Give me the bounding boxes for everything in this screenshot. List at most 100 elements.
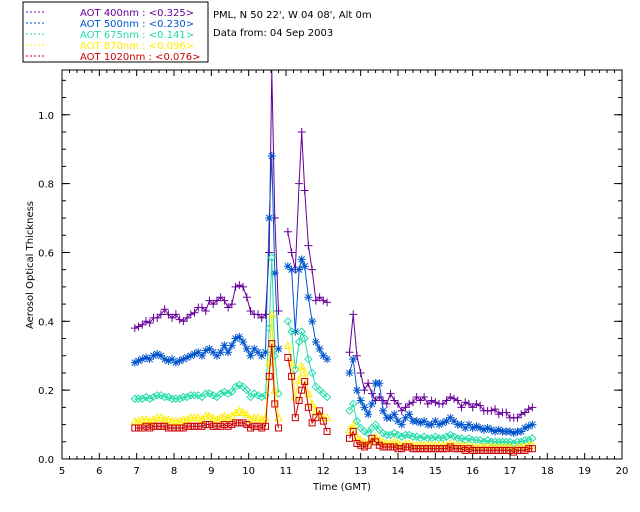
series-4-point <box>191 422 199 430</box>
series-4-point <box>413 445 421 453</box>
series-4-point <box>142 422 150 430</box>
series-4-point <box>465 445 473 453</box>
series-3-point <box>300 368 310 377</box>
series-0-line-2 <box>349 314 533 419</box>
series-3-point <box>253 413 263 422</box>
series-3-point <box>283 340 293 349</box>
series-1-point <box>356 396 365 405</box>
series-1-point <box>164 356 173 365</box>
series-4-line-1 <box>287 357 328 432</box>
series-1-point <box>168 355 177 364</box>
series-1-point <box>186 351 195 360</box>
series-1-point <box>517 427 526 436</box>
series-0-point <box>183 313 192 322</box>
series-3-point <box>371 432 380 441</box>
series-2-point <box>242 385 252 395</box>
series-0-point <box>528 403 537 412</box>
series-4-point <box>228 421 236 429</box>
series-4-point <box>513 446 521 454</box>
series-4-point <box>187 422 195 430</box>
series-2-point <box>283 317 293 326</box>
series-4-point <box>428 445 436 453</box>
series-0-point <box>427 396 436 405</box>
series-3-point <box>257 414 267 423</box>
series-2-point <box>179 392 188 402</box>
series-2-line-0 <box>134 257 279 400</box>
series-4-point <box>401 443 409 451</box>
series-2-point <box>167 394 177 403</box>
series-4-point <box>198 422 206 430</box>
series-0-point <box>457 403 466 412</box>
series-1-point <box>297 255 306 264</box>
series-0-point <box>138 320 147 329</box>
series-4-point <box>323 427 331 435</box>
series-4-line-0 <box>134 343 279 429</box>
series-4-point <box>271 400 279 408</box>
series-1-point <box>528 420 537 429</box>
series-4-point <box>390 443 398 451</box>
series-1-point <box>201 346 210 355</box>
series-0-point <box>311 296 320 305</box>
site-label: PML, N 50 22', W 04 08', Alt 0m <box>213 10 372 21</box>
series-0-point <box>239 282 248 291</box>
series-2-point <box>304 354 313 364</box>
series-2-point <box>175 394 184 403</box>
series-2-point <box>160 392 169 402</box>
series-0-point <box>450 394 458 403</box>
series-4-point <box>495 446 503 454</box>
series-4-point <box>224 422 232 430</box>
series-1-point <box>209 348 218 357</box>
series-1 <box>130 152 537 438</box>
series-4-point <box>164 424 172 432</box>
series-2-point <box>404 430 414 440</box>
series-0-point <box>520 408 529 417</box>
x-tick-label-10: 10 <box>242 466 255 477</box>
series-0-point <box>390 396 399 405</box>
series-1-point <box>450 417 458 426</box>
series-2-point <box>152 391 162 400</box>
series-0-point <box>134 322 143 331</box>
series-0-point <box>198 303 206 312</box>
series-1-point <box>375 379 384 388</box>
series-1-point <box>254 348 262 357</box>
series-0-point <box>349 310 358 319</box>
series-1-point <box>397 420 406 429</box>
series-3-point <box>374 435 384 444</box>
series-0-point <box>186 310 195 319</box>
series-1-point <box>491 427 500 436</box>
series-4-point <box>487 446 495 454</box>
series-0-point <box>257 313 266 322</box>
y-axis-label: Aerosol Optical Thickness <box>25 201 36 329</box>
series-2-point <box>487 437 496 446</box>
series-4-point <box>235 419 243 427</box>
series-1-point <box>130 358 139 367</box>
series-1-point <box>386 413 395 422</box>
series-4-point <box>461 446 469 454</box>
series-4-point <box>446 443 454 451</box>
series-1-point <box>205 344 214 353</box>
series-3-point <box>270 385 280 394</box>
series-4-point <box>284 353 292 361</box>
series-2-point <box>307 368 317 378</box>
series-0-point <box>171 310 180 319</box>
series-0-point <box>168 313 177 322</box>
series-1-point <box>134 356 143 365</box>
series-1-point <box>138 355 147 364</box>
series-4-point <box>375 441 383 449</box>
series-1-point <box>308 317 317 326</box>
x-tick-label-13: 13 <box>354 466 367 477</box>
series-1-line-0 <box>134 156 279 364</box>
series-0-point <box>224 303 233 312</box>
series-4-point <box>265 372 273 380</box>
series-4-point <box>205 421 213 429</box>
series-2-point <box>220 387 229 397</box>
series-4-point <box>383 443 391 451</box>
series-3-point <box>378 437 388 446</box>
series-3-point <box>208 413 218 422</box>
series-3-point <box>345 425 354 434</box>
series-4-point <box>457 445 465 453</box>
series-1-point <box>160 355 169 364</box>
x-tick-label-6: 6 <box>96 466 102 477</box>
series-0-line-0 <box>134 69 279 329</box>
